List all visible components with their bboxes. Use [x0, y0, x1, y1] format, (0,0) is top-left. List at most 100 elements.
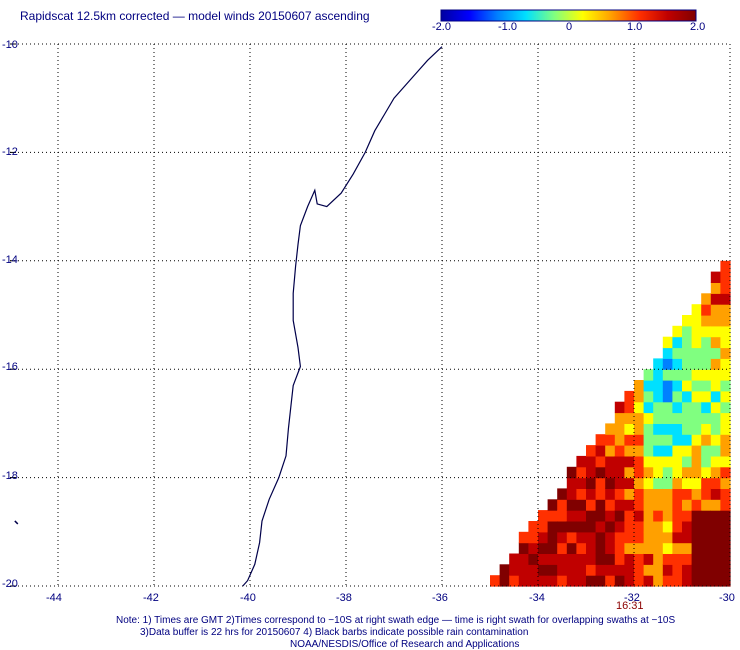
- swath-cell: [710, 488, 721, 500]
- swath-cell: [720, 304, 731, 316]
- swath-cell: [682, 358, 693, 370]
- swath-cell: [710, 434, 721, 446]
- swath-cell: [576, 499, 587, 511]
- swath-cell: [576, 542, 587, 554]
- frame-ticks: [10, 43, 16, 587]
- longitude-tick: -30: [719, 592, 735, 604]
- colorbar-tick: 2.0: [690, 21, 706, 33]
- swath-cell: [614, 531, 625, 544]
- swath-cell: [624, 445, 635, 457]
- swath-cell: [691, 336, 702, 349]
- latitude-tick: -10: [2, 39, 18, 51]
- swath-cell: [586, 564, 597, 576]
- swath-cell: [624, 466, 635, 479]
- swath-cell: [720, 325, 731, 338]
- swath-cell: [499, 564, 510, 576]
- swath-cell: [643, 477, 654, 489]
- swath-cell: [691, 304, 702, 316]
- swath-cell: [547, 542, 558, 554]
- swath-cell: [634, 575, 645, 587]
- swath-cell: [614, 499, 625, 511]
- swath-cell: [624, 521, 635, 533]
- swath-cell: [691, 369, 702, 381]
- swath-cell: [643, 575, 654, 587]
- swath-cell: [720, 434, 731, 446]
- swath-cell: [710, 499, 721, 511]
- swath-cell: [710, 271, 721, 283]
- swath-cell: [672, 553, 683, 565]
- swath-cell: [682, 315, 693, 327]
- swath-cell: [662, 380, 673, 392]
- colorbar-tick: 1.0: [627, 21, 643, 33]
- swath-cell: [595, 477, 606, 489]
- swath-cell: [662, 510, 673, 522]
- swath-cell: [662, 423, 673, 435]
- swath-cell: [557, 575, 568, 587]
- swath-cell: [528, 542, 539, 554]
- swath-cell: [710, 466, 721, 479]
- swath-cell: [682, 466, 693, 479]
- swath-cell: [691, 488, 702, 500]
- swath-cell: [701, 380, 712, 392]
- swath-cell: [634, 466, 645, 479]
- colorbar-gradient: [440, 9, 697, 22]
- swath-cell: [710, 282, 721, 294]
- swath-cell: [614, 542, 625, 554]
- swath-cell: [701, 564, 712, 576]
- swath-cell: [547, 521, 558, 533]
- longitude-tick: -32: [624, 592, 640, 604]
- longitude-tick: -38: [336, 592, 352, 604]
- swath-cell: [720, 412, 731, 424]
- swath-cell: [643, 564, 654, 576]
- swath-cell: [710, 412, 721, 424]
- swath-cell: [595, 521, 606, 533]
- swath-cell: [701, 553, 712, 565]
- swath-cell: [634, 380, 645, 392]
- swath-cell: [682, 521, 693, 533]
- swath-cell: [614, 423, 625, 435]
- swath-cell: [538, 531, 549, 544]
- swath-cell: [653, 564, 664, 576]
- swath-cell: [662, 477, 673, 489]
- swath-cell: [634, 510, 645, 522]
- swath-cell: [710, 564, 721, 576]
- swath-cell: [691, 531, 702, 544]
- swath-cell: [672, 499, 683, 511]
- swath-cell: [682, 575, 693, 587]
- swath-cell: [595, 445, 606, 457]
- swath-cell: [662, 336, 673, 349]
- swath-cell: [672, 542, 683, 554]
- swath-cell: [720, 271, 731, 283]
- swath-cell: [710, 380, 721, 392]
- swath-cell: [566, 510, 577, 522]
- swath-cell: [662, 369, 673, 381]
- swath-cell: [557, 564, 568, 576]
- swath-cell: [710, 455, 721, 468]
- latitude-tick: -14: [2, 254, 18, 266]
- swath-cell: [720, 542, 731, 554]
- swath-cell: [586, 531, 597, 544]
- swath-cell: [691, 434, 702, 446]
- swath-cell: [624, 488, 635, 500]
- swath-cell: [576, 564, 587, 576]
- swath-cell: [710, 390, 721, 403]
- swath-cell: [710, 304, 721, 316]
- swath-cell: [643, 434, 654, 446]
- swath-cell: [653, 553, 664, 565]
- swath-cell: [710, 521, 721, 533]
- swath-cell: [672, 531, 683, 544]
- swath-cell: [672, 488, 683, 500]
- swath-cell: [662, 542, 673, 554]
- swath-cell: [653, 434, 664, 446]
- swath-cell: [682, 412, 693, 424]
- swath-cell: [566, 521, 577, 533]
- swath-cell: [662, 434, 673, 446]
- swath-cell: [557, 521, 568, 533]
- swath-cell: [710, 477, 721, 489]
- island-outline: [14, 520, 19, 525]
- swath-cell: [595, 510, 606, 522]
- swath-cell: [634, 542, 645, 554]
- swath-cell: [691, 477, 702, 489]
- swath-cell: [614, 412, 625, 424]
- swath-cell: [605, 466, 616, 479]
